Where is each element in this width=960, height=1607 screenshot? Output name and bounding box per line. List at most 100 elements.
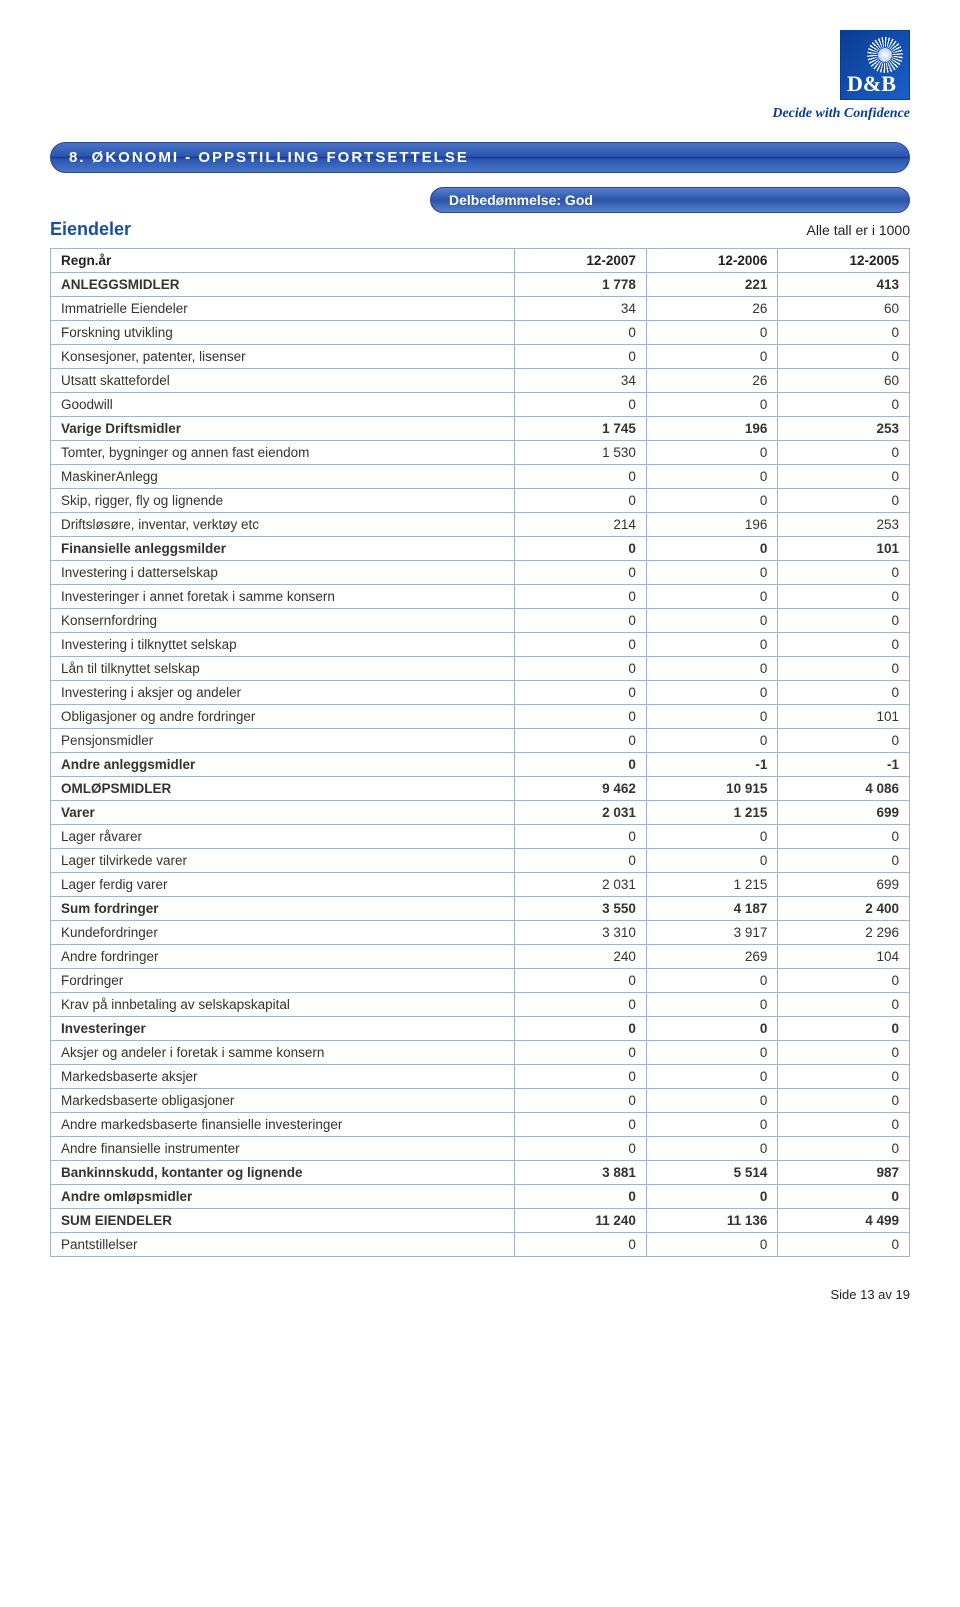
row-label: Driftsløsøre, inventar, verktøy etc	[51, 513, 515, 537]
row-label: Varige Driftsmidler	[51, 417, 515, 441]
row-label: Investering i datterselskap	[51, 561, 515, 585]
row-value: 214	[515, 513, 647, 537]
row-value: 413	[778, 273, 910, 297]
row-value: 0	[646, 1233, 778, 1257]
table-row: Investeringer i annet foretak i samme ko…	[51, 585, 910, 609]
row-value: 0	[515, 537, 647, 561]
row-value: 0	[778, 1113, 910, 1137]
row-label: Forskning utvikling	[51, 321, 515, 345]
row-value: 0	[515, 1113, 647, 1137]
row-label: Obligasjoner og andre fordringer	[51, 705, 515, 729]
row-value: 0	[778, 1185, 910, 1209]
table-row: Investeringer000	[51, 1017, 910, 1041]
row-value: 0	[646, 849, 778, 873]
row-value: 0	[515, 969, 647, 993]
db-logo-icon: D&B	[840, 30, 910, 100]
row-value: 3 550	[515, 897, 647, 921]
table-row: Andre fordringer240269104	[51, 945, 910, 969]
table-row: Lager tilvirkede varer000	[51, 849, 910, 873]
table-row: Varer2 0311 215699	[51, 801, 910, 825]
table-row: Goodwill000	[51, 393, 910, 417]
row-value: 240	[515, 945, 647, 969]
row-value: 0	[646, 1041, 778, 1065]
row-value: 3 917	[646, 921, 778, 945]
row-value: 0	[778, 561, 910, 585]
row-value: 0	[515, 681, 647, 705]
row-value: 0	[515, 1233, 647, 1257]
row-value: 699	[778, 873, 910, 897]
col-header-2007: 12-2007	[515, 249, 647, 273]
table-row: Andre anleggsmidler0-1-1	[51, 753, 910, 777]
row-value: 2 400	[778, 897, 910, 921]
row-value: 0	[778, 465, 910, 489]
row-label: Andre markedsbaserte finansielle investe…	[51, 1113, 515, 1137]
row-value: 26	[646, 369, 778, 393]
row-value: 101	[778, 705, 910, 729]
row-value: 1 745	[515, 417, 647, 441]
row-label: Tomter, bygninger og annen fast eiendom	[51, 441, 515, 465]
row-value: 0	[515, 705, 647, 729]
row-label: Krav på innbetaling av selskapskapital	[51, 993, 515, 1017]
col-header-2006: 12-2006	[646, 249, 778, 273]
row-label: Pantstillelser	[51, 1233, 515, 1257]
table-row: Investering i aksjer og andeler000	[51, 681, 910, 705]
row-value: 0	[778, 609, 910, 633]
row-label: Investeringer i annet foretak i samme ko…	[51, 585, 515, 609]
table-row: Kundefordringer3 3103 9172 296	[51, 921, 910, 945]
row-value: 60	[778, 297, 910, 321]
table-row: Tomter, bygninger og annen fast eiendom1…	[51, 441, 910, 465]
row-label: Investering i tilknyttet selskap	[51, 633, 515, 657]
row-value: 0	[778, 345, 910, 369]
row-value: 0	[778, 1233, 910, 1257]
table-row: MaskinerAnlegg000	[51, 465, 910, 489]
row-label: OMLØPSMIDLER	[51, 777, 515, 801]
row-value: 0	[646, 1113, 778, 1137]
row-value: 699	[778, 801, 910, 825]
row-value: 0	[515, 609, 647, 633]
row-value: 0	[778, 969, 910, 993]
row-value: 0	[778, 1017, 910, 1041]
row-value: 0	[646, 1065, 778, 1089]
logo-text: D&B	[847, 73, 896, 95]
table-row: Finansielle anleggsmilder00101	[51, 537, 910, 561]
row-value: 0	[778, 441, 910, 465]
row-label: Varer	[51, 801, 515, 825]
row-value: 196	[646, 513, 778, 537]
row-value: 0	[646, 465, 778, 489]
row-value: 0	[515, 393, 647, 417]
row-value: 0	[646, 321, 778, 345]
row-value: 0	[646, 1089, 778, 1113]
subheader-right: Alle tall er i 1000	[806, 222, 910, 238]
table-row: Markedsbaserte obligasjoner000	[51, 1089, 910, 1113]
table-row: Sum fordringer3 5504 1872 400	[51, 897, 910, 921]
row-value: 0	[515, 489, 647, 513]
row-value: 0	[778, 1065, 910, 1089]
table-row: Pantstillelser000	[51, 1233, 910, 1257]
row-value: 10 915	[646, 777, 778, 801]
row-value: 0	[646, 489, 778, 513]
row-value: 0	[646, 681, 778, 705]
row-value: 0	[646, 969, 778, 993]
row-value: 0	[646, 561, 778, 585]
row-label: Utsatt skattefordel	[51, 369, 515, 393]
table-row: Utsatt skattefordel342660	[51, 369, 910, 393]
row-value: 0	[646, 1185, 778, 1209]
row-value: 0	[515, 1089, 647, 1113]
row-value: 0	[515, 1017, 647, 1041]
subheader-row: Eiendeler Alle tall er i 1000	[50, 219, 910, 240]
row-value: 0	[778, 993, 910, 1017]
table-row: Obligasjoner og andre fordringer00101	[51, 705, 910, 729]
row-label: Goodwill	[51, 393, 515, 417]
row-value: 269	[646, 945, 778, 969]
row-label: Aksjer og andeler i foretak i samme kons…	[51, 1041, 515, 1065]
row-value: 2 031	[515, 873, 647, 897]
logo-box: D&B Decide with Confidence	[772, 30, 910, 122]
table-row: Andre markedsbaserte finansielle investe…	[51, 1113, 910, 1137]
table-row: Pensjonsmidler000	[51, 729, 910, 753]
row-label: Lån til tilknyttet selskap	[51, 657, 515, 681]
row-value: 34	[515, 369, 647, 393]
row-label: Investeringer	[51, 1017, 515, 1041]
row-label: Markedsbaserte obligasjoner	[51, 1089, 515, 1113]
row-value: 0	[515, 1065, 647, 1089]
row-label: Andre anleggsmidler	[51, 753, 515, 777]
